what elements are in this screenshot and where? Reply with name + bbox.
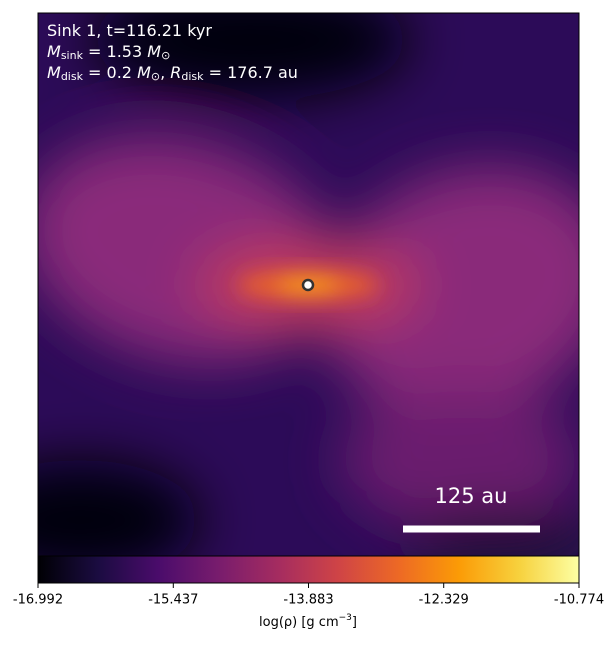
colorbar-tick-label: -15.437 (148, 593, 198, 608)
annotation-part: M (47, 63, 61, 82)
annotation-part: M (47, 42, 61, 61)
colorbar-label: log(ρ) [g cm−3] (259, 613, 357, 630)
annotation: Sink 1, t=116.21 kyr (47, 21, 212, 40)
annotation-part: = 0.2 (83, 63, 137, 82)
scale-bar-label: 125 au (435, 484, 508, 508)
colorbar-label-end: ] (352, 615, 357, 630)
annotation-part: R (170, 63, 181, 82)
colorbar (37, 555, 580, 584)
sink-marker (301, 278, 315, 292)
annotation-part: M (147, 42, 161, 61)
density-map (38, 13, 579, 556)
annotation-part: M (137, 63, 151, 82)
annotation-part: = 1.53 (83, 42, 147, 61)
annotation-part: Sink 1, t=116.21 kyr (47, 21, 212, 40)
colorbar-label-text: log(ρ) [g cm (259, 615, 339, 630)
colorbar-tick-label: -13.883 (283, 593, 333, 608)
annotation-part: disk (181, 70, 204, 83)
annotation-part: , (160, 63, 170, 82)
colorbar-ticks: -16.992 -15.437 -13.883 -12.329 -10.774 (13, 583, 604, 608)
colorbar-tick-label: -16.992 (13, 593, 63, 608)
annotation-part: sink (61, 49, 84, 62)
colorbar-tick-label: -10.774 (554, 593, 604, 608)
colorbar-tick-label: -12.329 (419, 593, 469, 608)
annotation-part: ⊙ (161, 49, 170, 62)
colorbar-label-sup: −3 (339, 613, 352, 623)
annotation-part: ⊙ (151, 70, 160, 83)
annotation-part: = 176.7 au (204, 63, 298, 82)
annotation-part: disk (61, 70, 84, 83)
annotation: Mdisk = 0.2 M⊙, Rdisk = 176.7 au (47, 63, 298, 84)
annotation: Msink = 1.53 M⊙ (47, 42, 170, 63)
